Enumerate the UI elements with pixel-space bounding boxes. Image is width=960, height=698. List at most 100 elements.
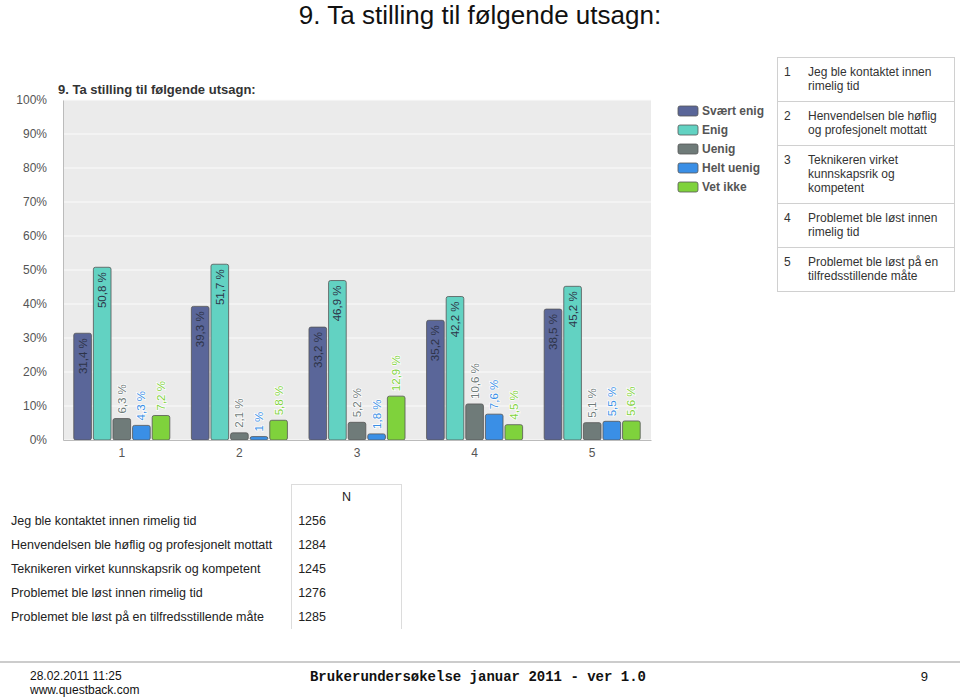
grid-line — [63, 236, 651, 237]
bar — [348, 422, 366, 440]
grid-line — [63, 168, 651, 169]
n-value: 1284 — [292, 533, 402, 557]
n-label: Henvendelsen ble høflig og profesjonelt … — [5, 533, 292, 557]
data-label: 35,2 % — [429, 325, 441, 361]
y-tick: 10% — [23, 399, 63, 413]
bar — [446, 297, 464, 440]
x-tick-label: 1 — [118, 446, 125, 460]
legend-swatch — [678, 163, 698, 173]
grid-line — [63, 202, 651, 203]
legend-label: Svært enig — [702, 104, 764, 118]
y-tick-label: 0% — [30, 433, 48, 447]
data-label: 6,3 % — [116, 384, 128, 413]
y-axis-line — [63, 101, 64, 441]
data-label: 4,3 % — [135, 391, 147, 420]
bar — [309, 327, 327, 440]
n-row: Problemet ble løst innen rimelig tid1276 — [5, 581, 402, 605]
legend-swatch — [678, 125, 698, 135]
legend-label: Uenig — [702, 142, 735, 156]
data-label: 1 % — [253, 412, 265, 432]
bar — [231, 433, 249, 440]
bar — [427, 320, 445, 440]
x-axis: 12345 — [64, 440, 652, 460]
grid — [63, 100, 651, 440]
bar — [623, 421, 641, 440]
legend-label: Enig — [702, 123, 728, 137]
item-row: 4Problemet ble løst innen rimelig tid — [778, 204, 955, 248]
y-tick: 100% — [16, 93, 63, 107]
n-row: Teknikeren virket kunnskapsrik og kompet… — [5, 557, 402, 581]
grid-line — [63, 134, 651, 135]
legend-item: Uenig — [678, 142, 735, 156]
page-heading: 9. Ta stilling til følgende utsagn: — [299, 0, 661, 30]
x-axis-line — [64, 440, 652, 441]
x-tick: 4 — [471, 440, 478, 460]
y-tick: 50% — [23, 263, 63, 277]
item-row: 5Problemet ble løst på en tilfredsstille… — [778, 248, 955, 292]
item-number: 5 — [778, 248, 803, 292]
data-label: 12,9 % — [390, 355, 402, 391]
y-tick-label: 20% — [23, 365, 47, 379]
bar — [505, 425, 523, 440]
bar — [191, 306, 209, 440]
item-text: Teknikeren virket kunnskapsrik og kompet… — [802, 146, 955, 204]
x-tick: 3 — [354, 440, 361, 460]
bar — [74, 333, 92, 440]
data-labels: 31,4 %39,3 %33,2 %35,2 %38,5 %50,8 %51,7… — [77, 269, 638, 431]
data-label: 2,1 % — [233, 398, 245, 427]
bar — [368, 434, 386, 440]
y-axis: 0%10%20%30%40%50%60%70%80%90%100% — [16, 93, 63, 447]
legend-item: Svært enig — [678, 104, 764, 118]
bar — [583, 423, 601, 440]
bar — [329, 281, 347, 440]
item-table: 1Jeg ble kontaktet innen rimelig tid2Hen… — [777, 57, 955, 292]
footer-page-number: 9 — [921, 669, 928, 684]
n-label: Teknikeren virket kunnskapsrik og kompet… — [5, 557, 292, 581]
legend-item: Vet ikke — [678, 180, 747, 194]
n-row: Jeg ble kontaktet innen rimelig tid1256 — [5, 509, 402, 533]
data-label: 5,1 % — [586, 388, 598, 417]
bar — [211, 264, 229, 440]
footer-rule — [0, 662, 960, 663]
data-label: 7,2 % — [155, 381, 167, 410]
data-label: 50,8 % — [96, 272, 108, 308]
n-value: 1245 — [292, 557, 402, 581]
y-tick: 0% — [30, 433, 63, 447]
data-label: 10,6 % — [469, 363, 481, 399]
y-tick-label: 50% — [23, 263, 47, 277]
data-label: 1,8 % — [371, 399, 383, 428]
y-tick: 90% — [23, 127, 63, 141]
bar-series — [74, 306, 562, 440]
n-value: 1276 — [292, 581, 402, 605]
data-label: 5,8 % — [273, 386, 285, 415]
n-label: Problemet ble løst på en tilfredsstillen… — [5, 605, 292, 629]
plot-area — [63, 100, 651, 440]
data-label: 39,3 % — [194, 311, 206, 347]
item-text: Problemet ble løst på en tilfredsstillen… — [802, 248, 955, 292]
grid-line — [63, 338, 651, 339]
chart-title: 9. Ta stilling til følgende utsagn: — [58, 82, 256, 97]
bar — [564, 286, 582, 440]
legend-swatch — [678, 144, 698, 154]
bar — [466, 404, 484, 440]
chart-background — [10, 75, 770, 465]
x-tick-label: 2 — [236, 446, 243, 460]
legend: Svært enig Enig Uenig Helt uenig Vet ikke — [678, 104, 764, 194]
y-tick-label: 10% — [23, 399, 47, 413]
data-label: 46,9 % — [331, 286, 343, 322]
data-label: 33,2 % — [312, 332, 324, 368]
bar — [93, 267, 111, 440]
legend-swatch — [678, 182, 698, 192]
y-tick: 70% — [23, 195, 63, 209]
bar — [270, 420, 288, 440]
y-tick: 80% — [23, 161, 63, 175]
item-number: 2 — [778, 102, 803, 146]
legend-label: Vet ikke — [702, 180, 747, 194]
y-tick: 40% — [23, 297, 63, 311]
bar — [485, 414, 503, 440]
grid-line — [63, 100, 651, 101]
item-text: Henvendelsen ble høflig og profesjonelt … — [802, 102, 955, 146]
data-label: 4,5 % — [508, 390, 520, 419]
y-tick-label: 60% — [23, 229, 47, 243]
legend-item: Helt uenig — [678, 161, 760, 175]
